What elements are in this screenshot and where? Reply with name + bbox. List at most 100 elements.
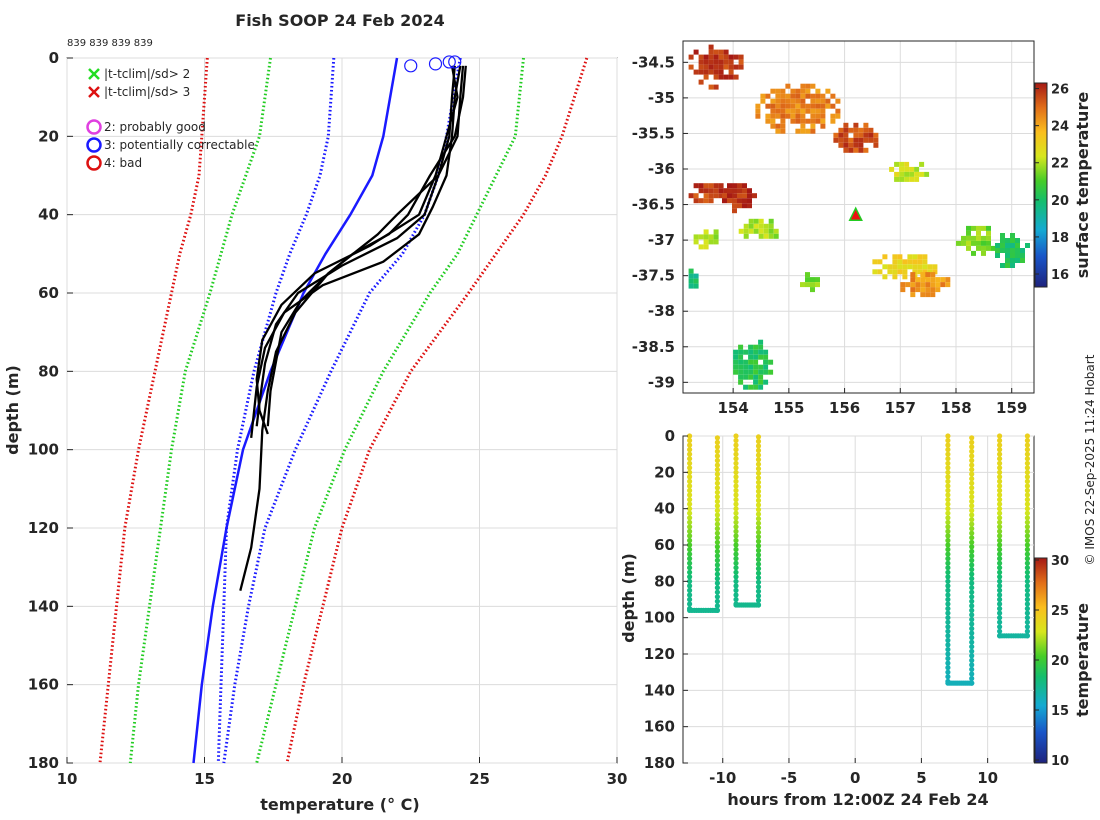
sst-cell (780, 108, 786, 114)
sst-cell (723, 64, 729, 70)
cast-point (714, 580, 721, 586)
sst-cell (693, 69, 699, 75)
cast-point (945, 574, 951, 580)
cast-point (945, 560, 951, 566)
sst-cell (830, 118, 836, 124)
sst-cell (775, 103, 781, 109)
sst-cell (718, 69, 724, 75)
colorbar-tick-label: 10 (1051, 754, 1069, 769)
sst-cell (853, 142, 859, 148)
sst-cell (853, 122, 859, 128)
cast-point (687, 592, 693, 598)
cast-point (714, 444, 721, 450)
sst-cell (737, 193, 742, 199)
sst-cell (708, 49, 714, 55)
sst-cell (932, 269, 938, 275)
sst-cell (732, 183, 737, 189)
sst-cell (775, 108, 781, 114)
sst-cell (892, 254, 898, 260)
cast-point (945, 506, 951, 512)
cast-point (969, 580, 975, 586)
legend-item-flag3: 3: potentially correctable (86, 137, 255, 153)
cast-point (945, 583, 951, 589)
cast-point (969, 480, 975, 486)
cast-point (687, 433, 693, 439)
y-tick-label: 40 (654, 500, 675, 518)
sst-cell (966, 230, 971, 236)
sst-cell (785, 103, 791, 109)
sst-cell (863, 147, 869, 153)
cast-point (733, 556, 739, 562)
sst-cell (743, 384, 749, 390)
cast-point (969, 435, 975, 441)
sst-cell (830, 93, 836, 99)
sst-cell (825, 98, 831, 104)
sst-cell (795, 98, 801, 104)
sst-cell (904, 166, 910, 172)
cast-point (945, 474, 951, 480)
cast-point (997, 474, 1003, 480)
sst-cell (723, 49, 729, 55)
colorbar-tick-label: 25 (1051, 604, 1069, 619)
sst-cell (753, 344, 759, 350)
sst-cell (760, 93, 766, 99)
sst-cell (930, 287, 936, 293)
sst-cell (848, 142, 854, 148)
sst-cell (915, 277, 921, 283)
cast-point (1024, 601, 1030, 607)
sst-cell (763, 369, 769, 375)
sst-cell (858, 147, 864, 153)
cast-point (997, 442, 1003, 448)
cast-point (755, 584, 762, 590)
cast-point (969, 453, 975, 459)
cast-point (1024, 460, 1030, 466)
flagged-points (404, 55, 462, 73)
sst-cell (693, 183, 699, 189)
cast-point (945, 437, 951, 444)
cast-point (733, 474, 739, 480)
sst-cell (1020, 258, 1025, 263)
legend-item-sd3: |t-tclim|/sd> 3 (88, 85, 190, 99)
sst-cell (810, 282, 815, 288)
sst-cell (899, 166, 905, 172)
sst-cell (820, 98, 826, 104)
sst-cell (748, 223, 754, 229)
sst-cell (907, 264, 913, 270)
sst-cell (698, 244, 704, 250)
sst-cell (742, 188, 747, 194)
sst-cell (912, 269, 918, 275)
profile-lines (239, 65, 467, 591)
sst-cell (892, 259, 898, 265)
cast-point (969, 612, 975, 618)
cast-point (714, 467, 721, 473)
sst-cell (899, 176, 905, 182)
sst-cell (830, 113, 836, 119)
profile-x-label: temperature (° C) (260, 795, 419, 814)
sst-cell (909, 176, 915, 182)
cast-point (755, 502, 762, 508)
sst-colorbar-ticks: 16 18 20 22 24 26 (1035, 83, 1069, 283)
cast-point (755, 484, 762, 490)
cast-point (945, 615, 951, 621)
sst-cell (747, 198, 752, 204)
cast-point (997, 569, 1003, 575)
sst-cell (945, 277, 951, 283)
sst-cell (713, 193, 719, 199)
sst-cell (755, 103, 761, 109)
sst-cell (785, 108, 791, 114)
sst-cell (728, 69, 734, 75)
sst-cell (742, 198, 747, 204)
sst-cell (753, 379, 759, 385)
cast-point (1024, 510, 1030, 516)
cast-point (997, 556, 1003, 562)
cast-point (755, 602, 762, 608)
cast-point (1024, 474, 1030, 480)
cast-point (945, 633, 951, 639)
credit-text: © IMOS 22-Sep-2025 11:24 Hobart (1083, 354, 1097, 565)
cast-point (714, 521, 721, 527)
time-y-ticks: 0 20 40 60 80 100 120 140 160 180 (644, 427, 688, 772)
cast-point (733, 478, 739, 484)
cast-point (755, 507, 762, 513)
cast-point (714, 489, 721, 495)
cast-point (945, 497, 951, 503)
